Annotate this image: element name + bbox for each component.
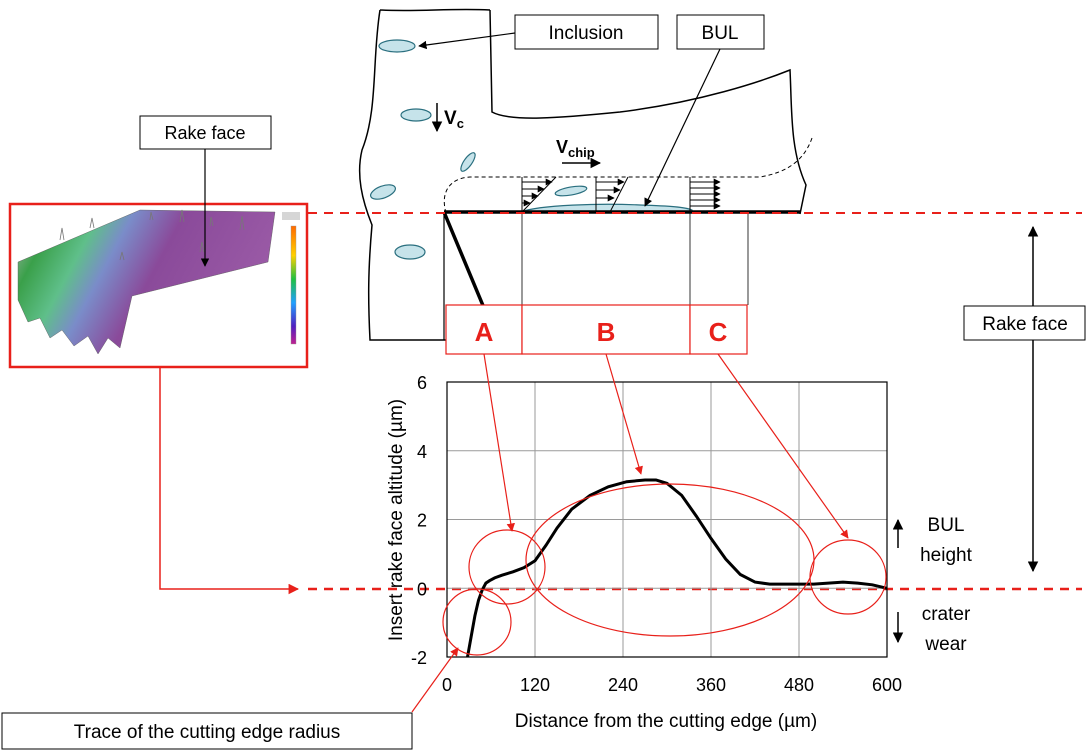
inclusion-ellipse xyxy=(370,184,396,200)
surface-scan-image xyxy=(8,202,309,369)
y-tick-label: 2 xyxy=(417,511,427,531)
y-tick-labels: -2 0 2 4 6 xyxy=(411,373,427,668)
zone-a-arrow xyxy=(483,353,515,532)
zone-label-b: B xyxy=(597,317,616,347)
altitude-chart: 0 120 240 360 480 600 -2 0 2 4 6 Distance from th… xyxy=(386,373,902,732)
x-tick-label: 480 xyxy=(784,675,814,695)
vc-label: Vc xyxy=(444,108,464,131)
x-tick-label: 600 xyxy=(872,675,902,695)
chip-inner-dashed xyxy=(443,137,813,214)
rake-face-right-callout: Rake face xyxy=(963,305,1086,341)
bul-callout: BUL xyxy=(644,14,765,207)
x-tick-label: 0 xyxy=(442,675,452,695)
zone-label-a: A xyxy=(475,317,494,347)
image-to-chart-connector xyxy=(159,367,300,595)
zone-boxes: A B C xyxy=(445,304,748,355)
x-tick-label: 360 xyxy=(696,675,726,695)
x-tick-label: 120 xyxy=(520,675,550,695)
surface-spikes xyxy=(59,209,245,261)
y-axis-label: Insert rake face altitude (µm) xyxy=(386,399,407,641)
bul-height-line2: height xyxy=(920,545,972,566)
workpiece-schematic: Vc Vchip xyxy=(358,8,813,341)
bul-label: BUL xyxy=(702,23,739,44)
inclusion-ellipse xyxy=(554,185,588,197)
trace-label: Trace of the cutting edge radius xyxy=(74,722,341,743)
x-axis-label: Distance from the cutting edge (µm) xyxy=(515,711,817,732)
surface-plot xyxy=(17,209,276,355)
workpiece-outline xyxy=(358,9,446,341)
zone-box-c xyxy=(689,304,748,355)
inclusion-arrow xyxy=(418,32,516,50)
zone-a-circle xyxy=(468,529,546,605)
inclusion-ellipse xyxy=(394,244,426,260)
vchip-label: Vchip xyxy=(556,137,595,160)
zone-c-circle xyxy=(809,539,887,615)
zone-b-ellipse xyxy=(525,483,815,637)
workpiece-top xyxy=(379,8,491,12)
inclusion-ellipse xyxy=(400,108,432,122)
inclusion-label: Inclusion xyxy=(549,23,624,44)
x-tick-labels: 0 120 240 360 480 600 xyxy=(442,675,902,695)
zone-b-arrow xyxy=(605,353,643,475)
zone-label-c: C xyxy=(709,317,728,347)
edge-radius-circle xyxy=(442,588,512,656)
trace-callout: Trace of the cutting edge radius xyxy=(1,712,413,750)
chip-outline xyxy=(489,9,807,215)
y-tick-label: 6 xyxy=(417,373,427,393)
altitude-profile-line xyxy=(466,478,888,658)
rake-face-image-label: Rake face xyxy=(164,123,245,143)
y-tick-label: 0 xyxy=(417,579,427,599)
y-tick-label: 4 xyxy=(417,442,427,462)
crater-wear-line2: wear xyxy=(924,634,967,655)
crater-wear-line1: crater xyxy=(922,604,971,625)
rake-face-right-label: Rake face xyxy=(982,314,1068,335)
color-scale xyxy=(290,225,297,345)
chart-plot-frame xyxy=(446,381,888,658)
rake-face-image-callout: Rake face xyxy=(139,115,272,267)
inclusion-callout: Inclusion xyxy=(418,14,659,50)
y-tick-label: -2 xyxy=(411,648,427,668)
inclusion-ellipse xyxy=(460,152,476,172)
bul-arrow xyxy=(644,48,721,207)
bul-height-line1: BUL xyxy=(928,515,965,536)
x-tick-label: 240 xyxy=(608,675,638,695)
velocity-profile xyxy=(521,176,721,213)
scale-legend-text xyxy=(282,212,300,220)
tool-clearance-face xyxy=(442,211,486,309)
zone-annotations xyxy=(411,353,887,713)
chart-grid xyxy=(446,381,888,658)
zone-c-arrow xyxy=(717,353,849,539)
inclusion-ellipse xyxy=(378,39,416,53)
trace-arrow xyxy=(411,647,459,713)
